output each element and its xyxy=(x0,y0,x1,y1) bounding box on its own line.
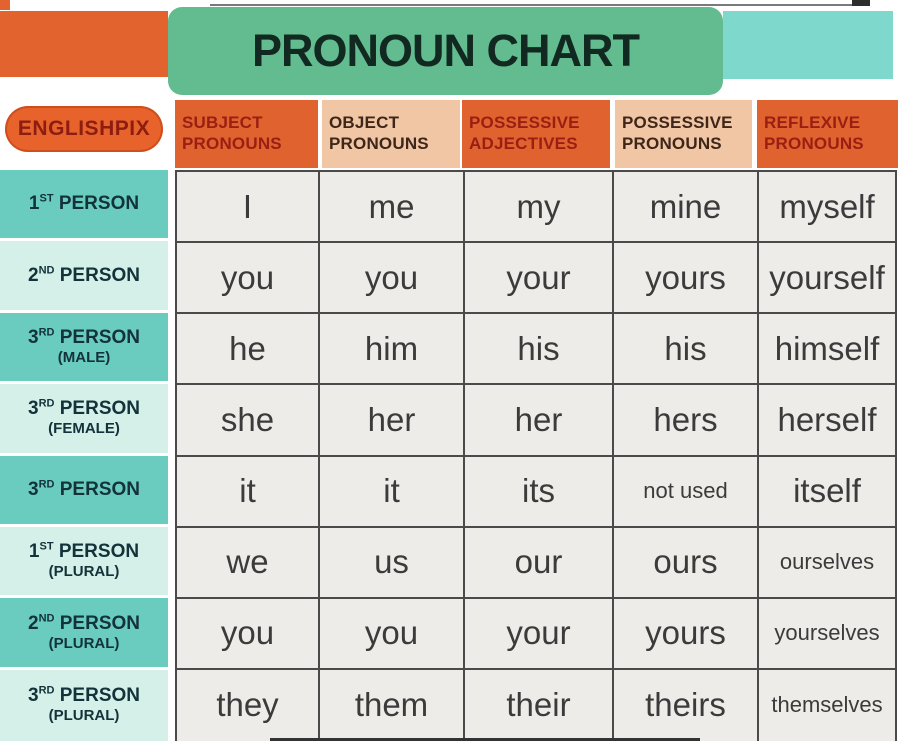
top-right-notch xyxy=(852,0,870,6)
pronoun-cell-r2c3: your xyxy=(465,243,614,315)
pronoun-cell-r2c5: yourself xyxy=(759,243,897,315)
pronoun-cell-r6c3: our xyxy=(465,527,614,599)
pronoun-cell-r3c3: his xyxy=(465,314,614,386)
pronoun-cell-r1c2: me xyxy=(320,172,465,244)
pronoun-cell-r5c4: not used xyxy=(614,456,759,528)
column-header-reflexive-pronouns: REFLEXIVE PRONOUNS xyxy=(757,100,898,168)
pronoun-cell-r2c2: you xyxy=(320,243,465,315)
pronoun-cell-r4c4: hers xyxy=(614,385,759,457)
row-label-4: 3RD PERSON (FEMALE) xyxy=(0,384,168,456)
top-divider-line xyxy=(210,4,860,6)
pronoun-cell-r7c5: yourselves xyxy=(759,598,897,670)
row-label-7: 2ND PERSON (PLURAL) xyxy=(0,598,168,670)
bottom-divider-line xyxy=(270,738,700,741)
pronoun-cell-r7c1: you xyxy=(177,598,320,670)
pronoun-cell-r5c2: it xyxy=(320,456,465,528)
pronoun-cell-r7c4: yours xyxy=(614,598,759,670)
pronoun-cell-r8c3: their xyxy=(465,669,614,741)
pronoun-cell-r6c4: ours xyxy=(614,527,759,599)
pronoun-cell-r5c5: itself xyxy=(759,456,897,528)
pronoun-cell-r6c2: us xyxy=(320,527,465,599)
brand-badge: ENGLISHPIX xyxy=(5,106,163,152)
column-header-object-pronouns: OBJECT PRONOUNS xyxy=(322,100,460,168)
pronoun-cell-r1c3: my xyxy=(465,172,614,244)
pronoun-cell-r4c5: herself xyxy=(759,385,897,457)
row-label-6: 1ST PERSON (PLURAL) xyxy=(0,526,168,599)
pronoun-cell-r8c5: themselves xyxy=(759,669,897,741)
top-left-notch xyxy=(0,0,10,10)
page-title: PRONOUN CHART xyxy=(168,7,723,95)
row-label-2: 2ND PERSON xyxy=(0,241,168,313)
pronoun-cell-r4c3: her xyxy=(465,385,614,457)
pronoun-cell-r3c2: him xyxy=(320,314,465,386)
row-label-3: 3RD PERSON (MALE) xyxy=(0,312,168,385)
pronoun-cell-r1c4: mine xyxy=(614,172,759,244)
pronoun-cell-r6c1: we xyxy=(177,527,320,599)
pronoun-cell-r7c2: you xyxy=(320,598,465,670)
column-header-possessive-adjectives: POSSESSIVE ADJECTIVES xyxy=(462,100,610,168)
pronoun-cell-r3c5: himself xyxy=(759,314,897,386)
banner-teal-bar xyxy=(723,11,893,79)
pronoun-cell-r1c5: myself xyxy=(759,172,897,244)
banner-orange-bar xyxy=(0,11,168,77)
pronoun-cell-r2c4: yours xyxy=(614,243,759,315)
pronoun-cell-r3c1: he xyxy=(177,314,320,386)
pronoun-cell-r4c1: she xyxy=(177,385,320,457)
column-header-subject-pronouns: SUBJECT PRONOUNS xyxy=(175,100,318,168)
row-label-5: 3RD PERSON xyxy=(0,455,168,527)
row-label-8: 3RD PERSON (PLURAL) xyxy=(0,669,168,741)
pronoun-cell-r6c5: ourselves xyxy=(759,527,897,599)
pronoun-cell-r5c3: its xyxy=(465,456,614,528)
pronoun-cell-r1c1: I xyxy=(177,172,320,244)
pronoun-cell-r5c1: it xyxy=(177,456,320,528)
row-label-column: 1ST PERSON 2ND PERSON 3RD PERSON (MALE) 3RD … xyxy=(0,170,168,741)
pronoun-cell-r8c4: theirs xyxy=(614,669,759,741)
table-header-row: ENGLISHPIX SUBJECT PRONOUNS OBJECT PRONOUNS… xyxy=(0,100,900,170)
pronoun-cell-r3c4: his xyxy=(614,314,759,386)
row-label-1: 1ST PERSON xyxy=(0,170,168,242)
pronoun-cell-r8c1: they xyxy=(177,669,320,741)
pronoun-cell-r4c2: her xyxy=(320,385,465,457)
column-header-possessive-pronouns: POSSESSIVE PRONOUNS xyxy=(615,100,752,168)
pronoun-cell-r7c3: your xyxy=(465,598,614,670)
pronoun-cell-r8c2: them xyxy=(320,669,465,741)
pronoun-cell-r2c1: you xyxy=(177,243,320,315)
